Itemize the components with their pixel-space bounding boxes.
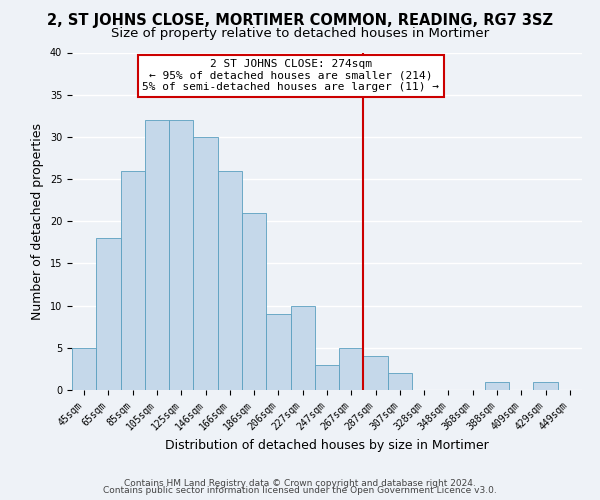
- Text: 2, ST JOHNS CLOSE, MORTIMER COMMON, READING, RG7 3SZ: 2, ST JOHNS CLOSE, MORTIMER COMMON, READ…: [47, 12, 553, 28]
- Bar: [242, 213, 266, 390]
- Bar: [121, 170, 145, 390]
- Bar: [290, 306, 315, 390]
- Bar: [193, 137, 218, 390]
- X-axis label: Distribution of detached houses by size in Mortimer: Distribution of detached houses by size …: [165, 438, 489, 452]
- Bar: [533, 382, 558, 390]
- Bar: [218, 170, 242, 390]
- Bar: [266, 314, 290, 390]
- Bar: [485, 382, 509, 390]
- Text: Contains HM Land Registry data © Crown copyright and database right 2024.: Contains HM Land Registry data © Crown c…: [124, 478, 476, 488]
- Bar: [96, 238, 121, 390]
- Text: Contains public sector information licensed under the Open Government Licence v3: Contains public sector information licen…: [103, 486, 497, 495]
- Bar: [388, 373, 412, 390]
- Bar: [145, 120, 169, 390]
- Text: Size of property relative to detached houses in Mortimer: Size of property relative to detached ho…: [111, 28, 489, 40]
- Bar: [339, 348, 364, 390]
- Bar: [315, 364, 339, 390]
- Bar: [364, 356, 388, 390]
- Bar: [169, 120, 193, 390]
- Y-axis label: Number of detached properties: Number of detached properties: [31, 122, 44, 320]
- Text: 2 ST JOHNS CLOSE: 274sqm
← 95% of detached houses are smaller (214)
5% of semi-d: 2 ST JOHNS CLOSE: 274sqm ← 95% of detach…: [142, 59, 439, 92]
- Bar: [72, 348, 96, 390]
